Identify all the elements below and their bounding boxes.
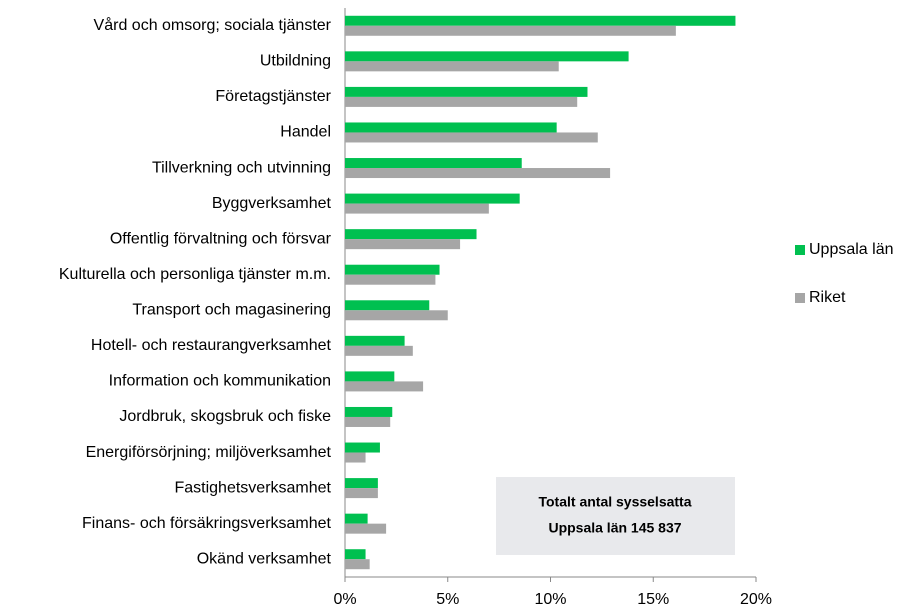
bar — [345, 406, 393, 417]
legend-swatch — [795, 293, 805, 303]
y-tick-label: Information och kommunikation — [109, 373, 331, 390]
bar — [345, 488, 378, 499]
y-tick-label: Tillverkning och utvinning — [152, 159, 331, 176]
bar — [345, 274, 436, 285]
y-tick-label: Fastighetsverksamhet — [174, 479, 331, 496]
x-tick-label: 0% — [333, 591, 356, 607]
legend-label: Riket — [809, 289, 846, 306]
y-tick-label: Handel — [280, 124, 331, 141]
bar — [345, 96, 578, 107]
bar — [345, 61, 559, 72]
annotation-box — [496, 477, 735, 555]
y-tick-label: Utbildning — [260, 53, 331, 70]
y-tick-label: Jordbruk, skogsbruk och fiske — [119, 408, 331, 425]
bar — [345, 335, 405, 346]
y-tick-label: Hotell- och restaurangverksamhet — [91, 337, 332, 354]
bar — [345, 513, 368, 524]
bar — [345, 203, 489, 214]
bar — [345, 478, 378, 489]
bar — [345, 239, 461, 250]
x-tick-label: 20% — [740, 591, 772, 607]
bar — [345, 168, 611, 179]
bar — [345, 25, 676, 36]
bar — [345, 193, 520, 204]
y-tick-label: Transport och magasinering — [132, 302, 331, 319]
bar — [345, 158, 522, 169]
x-tick-label: 15% — [637, 591, 669, 607]
bar — [345, 523, 387, 534]
bar — [345, 381, 424, 392]
y-tick-label: Företagstjänster — [215, 88, 331, 105]
bar — [345, 300, 430, 311]
bar — [345, 452, 366, 463]
bar — [345, 442, 380, 453]
annotation: Uppsala län 145 837 — [548, 520, 681, 536]
legend-label: Uppsala län — [809, 241, 894, 258]
bar — [345, 371, 395, 382]
bar — [345, 229, 477, 240]
bar — [345, 345, 413, 356]
bar — [345, 310, 448, 321]
bar — [345, 264, 440, 275]
y-tick-label: Byggverksamhet — [212, 195, 332, 212]
y-tick-label: Offentlig förvaltning och försvar — [110, 230, 332, 247]
annotation: Totalt antal sysselsatta — [538, 494, 691, 510]
y-tick-label: Energiförsörjning; miljöverksamhet — [86, 444, 332, 461]
y-tick-label: Kulturella och personliga tjänster m.m. — [59, 266, 331, 283]
x-tick-label: 10% — [534, 591, 566, 607]
legend-swatch — [795, 245, 805, 255]
bar — [345, 51, 629, 62]
bar — [345, 122, 557, 133]
bar — [345, 86, 588, 97]
bar — [345, 559, 370, 570]
x-tick-label: 5% — [436, 591, 459, 607]
bar — [345, 416, 391, 427]
y-tick-label: Finans- och försäkringsverksamhet — [82, 515, 332, 532]
y-tick-label: Vård och omsorg; sociala tjänster — [94, 16, 332, 34]
bar — [345, 15, 736, 26]
bar — [345, 132, 598, 143]
y-tick-label: Okänd verksamhet — [197, 550, 332, 567]
bar — [345, 549, 366, 560]
